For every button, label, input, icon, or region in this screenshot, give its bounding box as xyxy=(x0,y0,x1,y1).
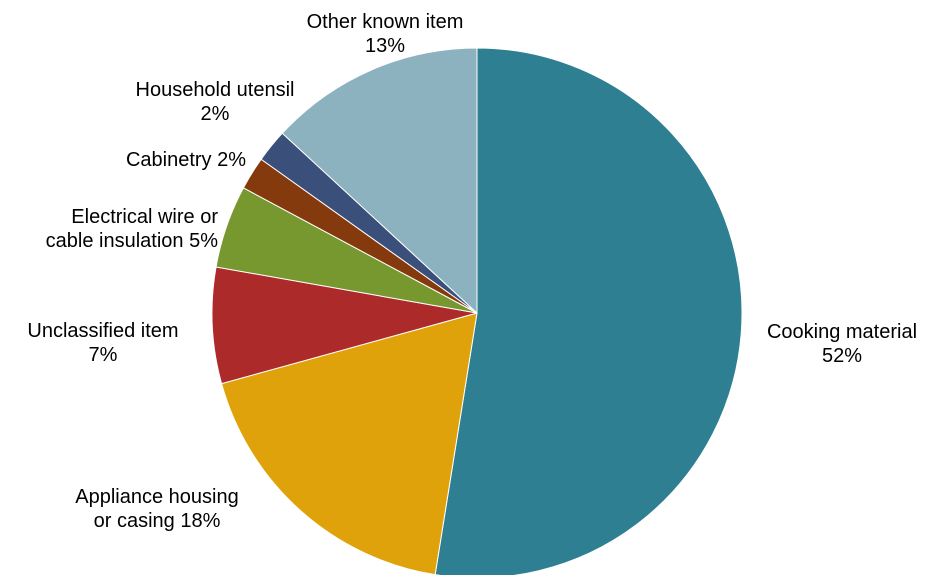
label-line: 7% xyxy=(88,344,118,366)
label-line: 2% xyxy=(200,103,230,125)
label-line: or casing 18% xyxy=(93,510,221,532)
pie-slice-other xyxy=(281,47,478,315)
pie-slice-cooking xyxy=(434,47,743,575)
label-cooking-material: Cooking material 52% xyxy=(742,320,940,368)
label-line: Cabinetry 2% xyxy=(125,149,246,171)
label-line: 52% xyxy=(821,345,863,367)
label-household-utensil: Household utensil 2% xyxy=(110,78,320,126)
label-line: Unclassified item xyxy=(27,320,179,342)
label-line: Electrical wire or xyxy=(71,206,218,228)
label-line: Household utensil xyxy=(135,79,295,101)
label-unclassified-item: Unclassified item 7% xyxy=(8,319,198,367)
pie-slice-unclassified xyxy=(211,266,478,385)
pie-slice-appliance xyxy=(220,312,478,575)
label-cabinetry: Cabinetry 2% xyxy=(60,148,246,172)
label-line: Cooking material xyxy=(766,321,918,343)
label-line: 13% xyxy=(364,35,406,57)
label-line: Other known item xyxy=(306,11,464,33)
label-electrical-wire: Electrical wire or cable insulation 5% xyxy=(0,205,218,253)
label-line: Appliance housing xyxy=(75,486,239,508)
label-other-known-item: Other known item 13% xyxy=(275,10,495,58)
label-line: cable insulation 5% xyxy=(45,230,218,252)
label-appliance-housing: Appliance housing or casing 18% xyxy=(52,485,262,533)
